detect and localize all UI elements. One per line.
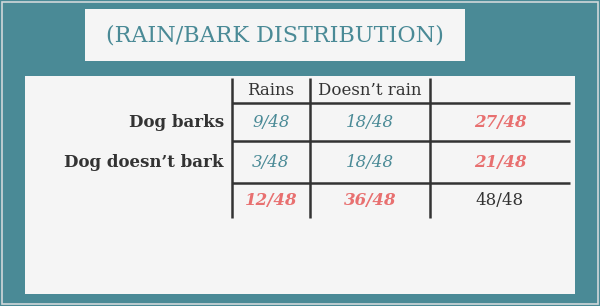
Text: 3/48: 3/48 bbox=[252, 154, 290, 170]
Text: Rains: Rains bbox=[247, 81, 295, 99]
FancyBboxPatch shape bbox=[25, 76, 575, 294]
Text: 21/48: 21/48 bbox=[473, 154, 526, 170]
Text: 36/48: 36/48 bbox=[344, 192, 397, 209]
Text: 12/48: 12/48 bbox=[245, 192, 298, 209]
Text: Doesn’t rain: Doesn’t rain bbox=[318, 81, 422, 99]
Text: 9/48: 9/48 bbox=[252, 114, 290, 130]
FancyBboxPatch shape bbox=[85, 9, 465, 61]
Text: 18/48: 18/48 bbox=[346, 154, 394, 170]
Text: 48/48: 48/48 bbox=[476, 192, 524, 209]
Text: (RAIN/BARK DISTRIBUTION): (RAIN/BARK DISTRIBUTION) bbox=[106, 24, 444, 46]
Text: Dog doesn’t bark: Dog doesn’t bark bbox=[64, 154, 224, 170]
Text: 27/48: 27/48 bbox=[473, 114, 526, 130]
Text: 18/48: 18/48 bbox=[346, 114, 394, 130]
Text: Dog barks: Dog barks bbox=[129, 114, 224, 130]
